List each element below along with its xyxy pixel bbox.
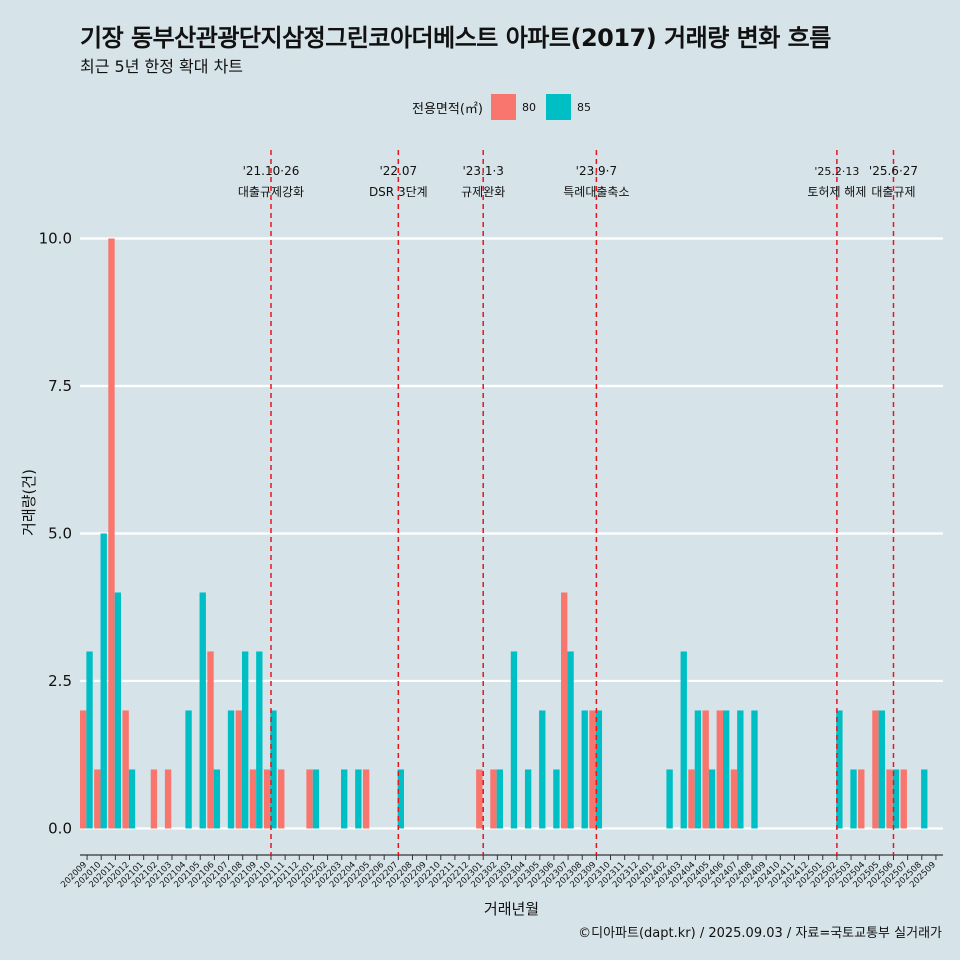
bar-85-202105	[199, 592, 206, 829]
event-date: '25.2·13	[814, 165, 859, 178]
event-label: DSR 3단계	[369, 185, 428, 199]
bar-85-202307	[567, 651, 574, 829]
bar-85-202403	[680, 651, 687, 829]
bar-80-202309	[589, 710, 596, 829]
bar-80-202505	[872, 710, 879, 829]
bar-80-202201	[306, 769, 313, 829]
y-tick-label: 0.0	[48, 819, 72, 837]
bar-85-202010	[100, 533, 107, 829]
bar-85-202505	[878, 710, 885, 829]
bar-85-202207	[397, 769, 404, 829]
bar-80-202009	[80, 710, 87, 829]
event-label: 대출규제강화	[238, 185, 304, 199]
bar-85-202502	[836, 710, 843, 829]
event-label: 규제완화	[461, 185, 505, 199]
bar-80-202110	[263, 769, 271, 829]
event-date: '22.07	[379, 164, 417, 178]
bar-85-202404	[694, 710, 702, 829]
event-label: 특례대출축소	[563, 185, 629, 199]
bar-80-202205	[362, 769, 370, 829]
bar-85-202201	[312, 769, 320, 829]
bar-80-202012	[122, 710, 129, 829]
bar-80-202406	[716, 710, 724, 829]
bar-85-202011	[114, 592, 122, 829]
event-date: '23.1·3	[462, 164, 503, 178]
bar-85-202406	[723, 710, 730, 829]
bar-80-202307	[561, 592, 568, 829]
bar-80-202010	[94, 769, 101, 829]
bar-80-202108	[235, 710, 242, 829]
bar-85-202104	[185, 710, 192, 829]
event-label: 대출규제	[871, 185, 915, 199]
bar-80-202504	[858, 769, 865, 829]
event-date: '21.10·26	[243, 164, 300, 178]
bar-85-202309	[595, 710, 603, 829]
source-caption: ©디아파트(dapt.kr) / 2025.09.03 / 자료=국토교통부 실…	[578, 926, 942, 941]
bar-85-202012	[128, 769, 136, 829]
y-tick-label: 10.0	[39, 229, 72, 247]
bar-85-202203	[341, 769, 348, 829]
bar-80-202301	[476, 769, 483, 829]
bar-80-202103	[164, 769, 172, 829]
bar-85-202109	[256, 651, 263, 829]
bar-80-202011	[108, 238, 115, 829]
bar-85-202009	[86, 651, 93, 829]
bar-80-202109	[249, 769, 257, 829]
x-axis-title: 거래년월	[484, 900, 539, 918]
legend-label-80: 80	[521, 100, 536, 114]
bar-80-202506	[886, 769, 893, 829]
bar-85-202508	[921, 769, 928, 829]
bar-85-202407	[737, 710, 744, 829]
bar-80-202106	[207, 651, 214, 829]
bar-85-202405	[708, 769, 716, 829]
bar-80-202407	[730, 769, 738, 829]
bar-85-202408	[751, 710, 758, 829]
legend-label-85: 85	[576, 100, 591, 114]
bar-80-202111	[278, 769, 285, 829]
bar-80-202405	[702, 710, 709, 829]
bar-85-202305	[539, 710, 546, 829]
event-date: '23.9·7	[576, 164, 617, 178]
y-tick-label: 5.0	[48, 524, 72, 542]
bar-85-202302	[496, 769, 504, 829]
bar-85-202107	[227, 710, 235, 829]
legend-key-80	[490, 94, 516, 120]
bar-80-202302	[490, 769, 497, 829]
y-tick-label: 2.5	[48, 672, 72, 690]
bar-85-202204	[355, 769, 362, 829]
bar-85-202110	[270, 710, 277, 829]
chart-subtitle: 최근 5년 한정 확대 차트	[80, 57, 244, 76]
bar-85-202108	[241, 651, 249, 829]
bar-85-202304	[524, 769, 532, 829]
legend-title: 전용면적(㎡)	[412, 101, 483, 117]
bar-80-202507	[900, 769, 907, 829]
bar-85-202306	[553, 769, 560, 829]
bar-85-202506	[892, 769, 900, 829]
legend-key-85	[545, 94, 571, 120]
event-date: '25.6·27	[869, 164, 918, 178]
chart-title: 기장 동부산관광단지삼정그린코아더베스트 아파트(2017) 거래량 변화 흐름	[80, 24, 831, 52]
bar-80-202102	[150, 769, 158, 829]
y-axis-title: 거래량(건)	[20, 469, 38, 536]
y-tick-label: 7.5	[48, 377, 72, 395]
bar-80-202404	[688, 769, 695, 829]
bar-85-202106	[213, 769, 221, 829]
event-label: 토허제 해제	[807, 185, 866, 199]
bar-85-202503	[850, 769, 857, 829]
bar-85-202402	[666, 769, 673, 829]
legend: 전용면적(㎡) 80 85	[412, 92, 601, 122]
bar-85-202303	[510, 651, 518, 829]
bar-85-202308	[581, 710, 588, 829]
